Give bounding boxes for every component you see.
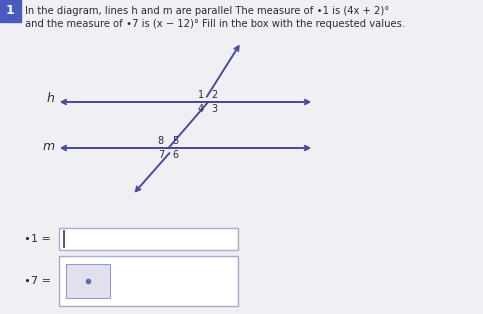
Text: ∙7 =: ∙7 = [24,276,51,286]
Text: 4: 4 [198,104,204,114]
Bar [66,264,110,298]
Bar [58,256,239,306]
Text: 1: 1 [6,4,15,18]
Text: 8: 8 [158,136,164,146]
Text: 3: 3 [212,104,218,114]
Bar [58,228,239,250]
Text: 5: 5 [172,136,178,146]
Text: m: m [43,139,55,153]
Text: In the diagram, lines h and m are parallel The measure of ∙1 is (4x + 2)°: In the diagram, lines h and m are parall… [25,6,389,16]
Text: ∙1 =: ∙1 = [24,234,51,244]
Bar [0,0,21,22]
Text: 6: 6 [172,150,178,160]
Text: 2: 2 [212,90,218,100]
Text: 1: 1 [198,90,204,100]
Text: h: h [47,91,55,105]
Text: 7: 7 [158,150,164,160]
Text: and the measure of ∙7 is (x − 12)° Fill in the box with the requested values.: and the measure of ∙7 is (x − 12)° Fill … [25,19,405,29]
